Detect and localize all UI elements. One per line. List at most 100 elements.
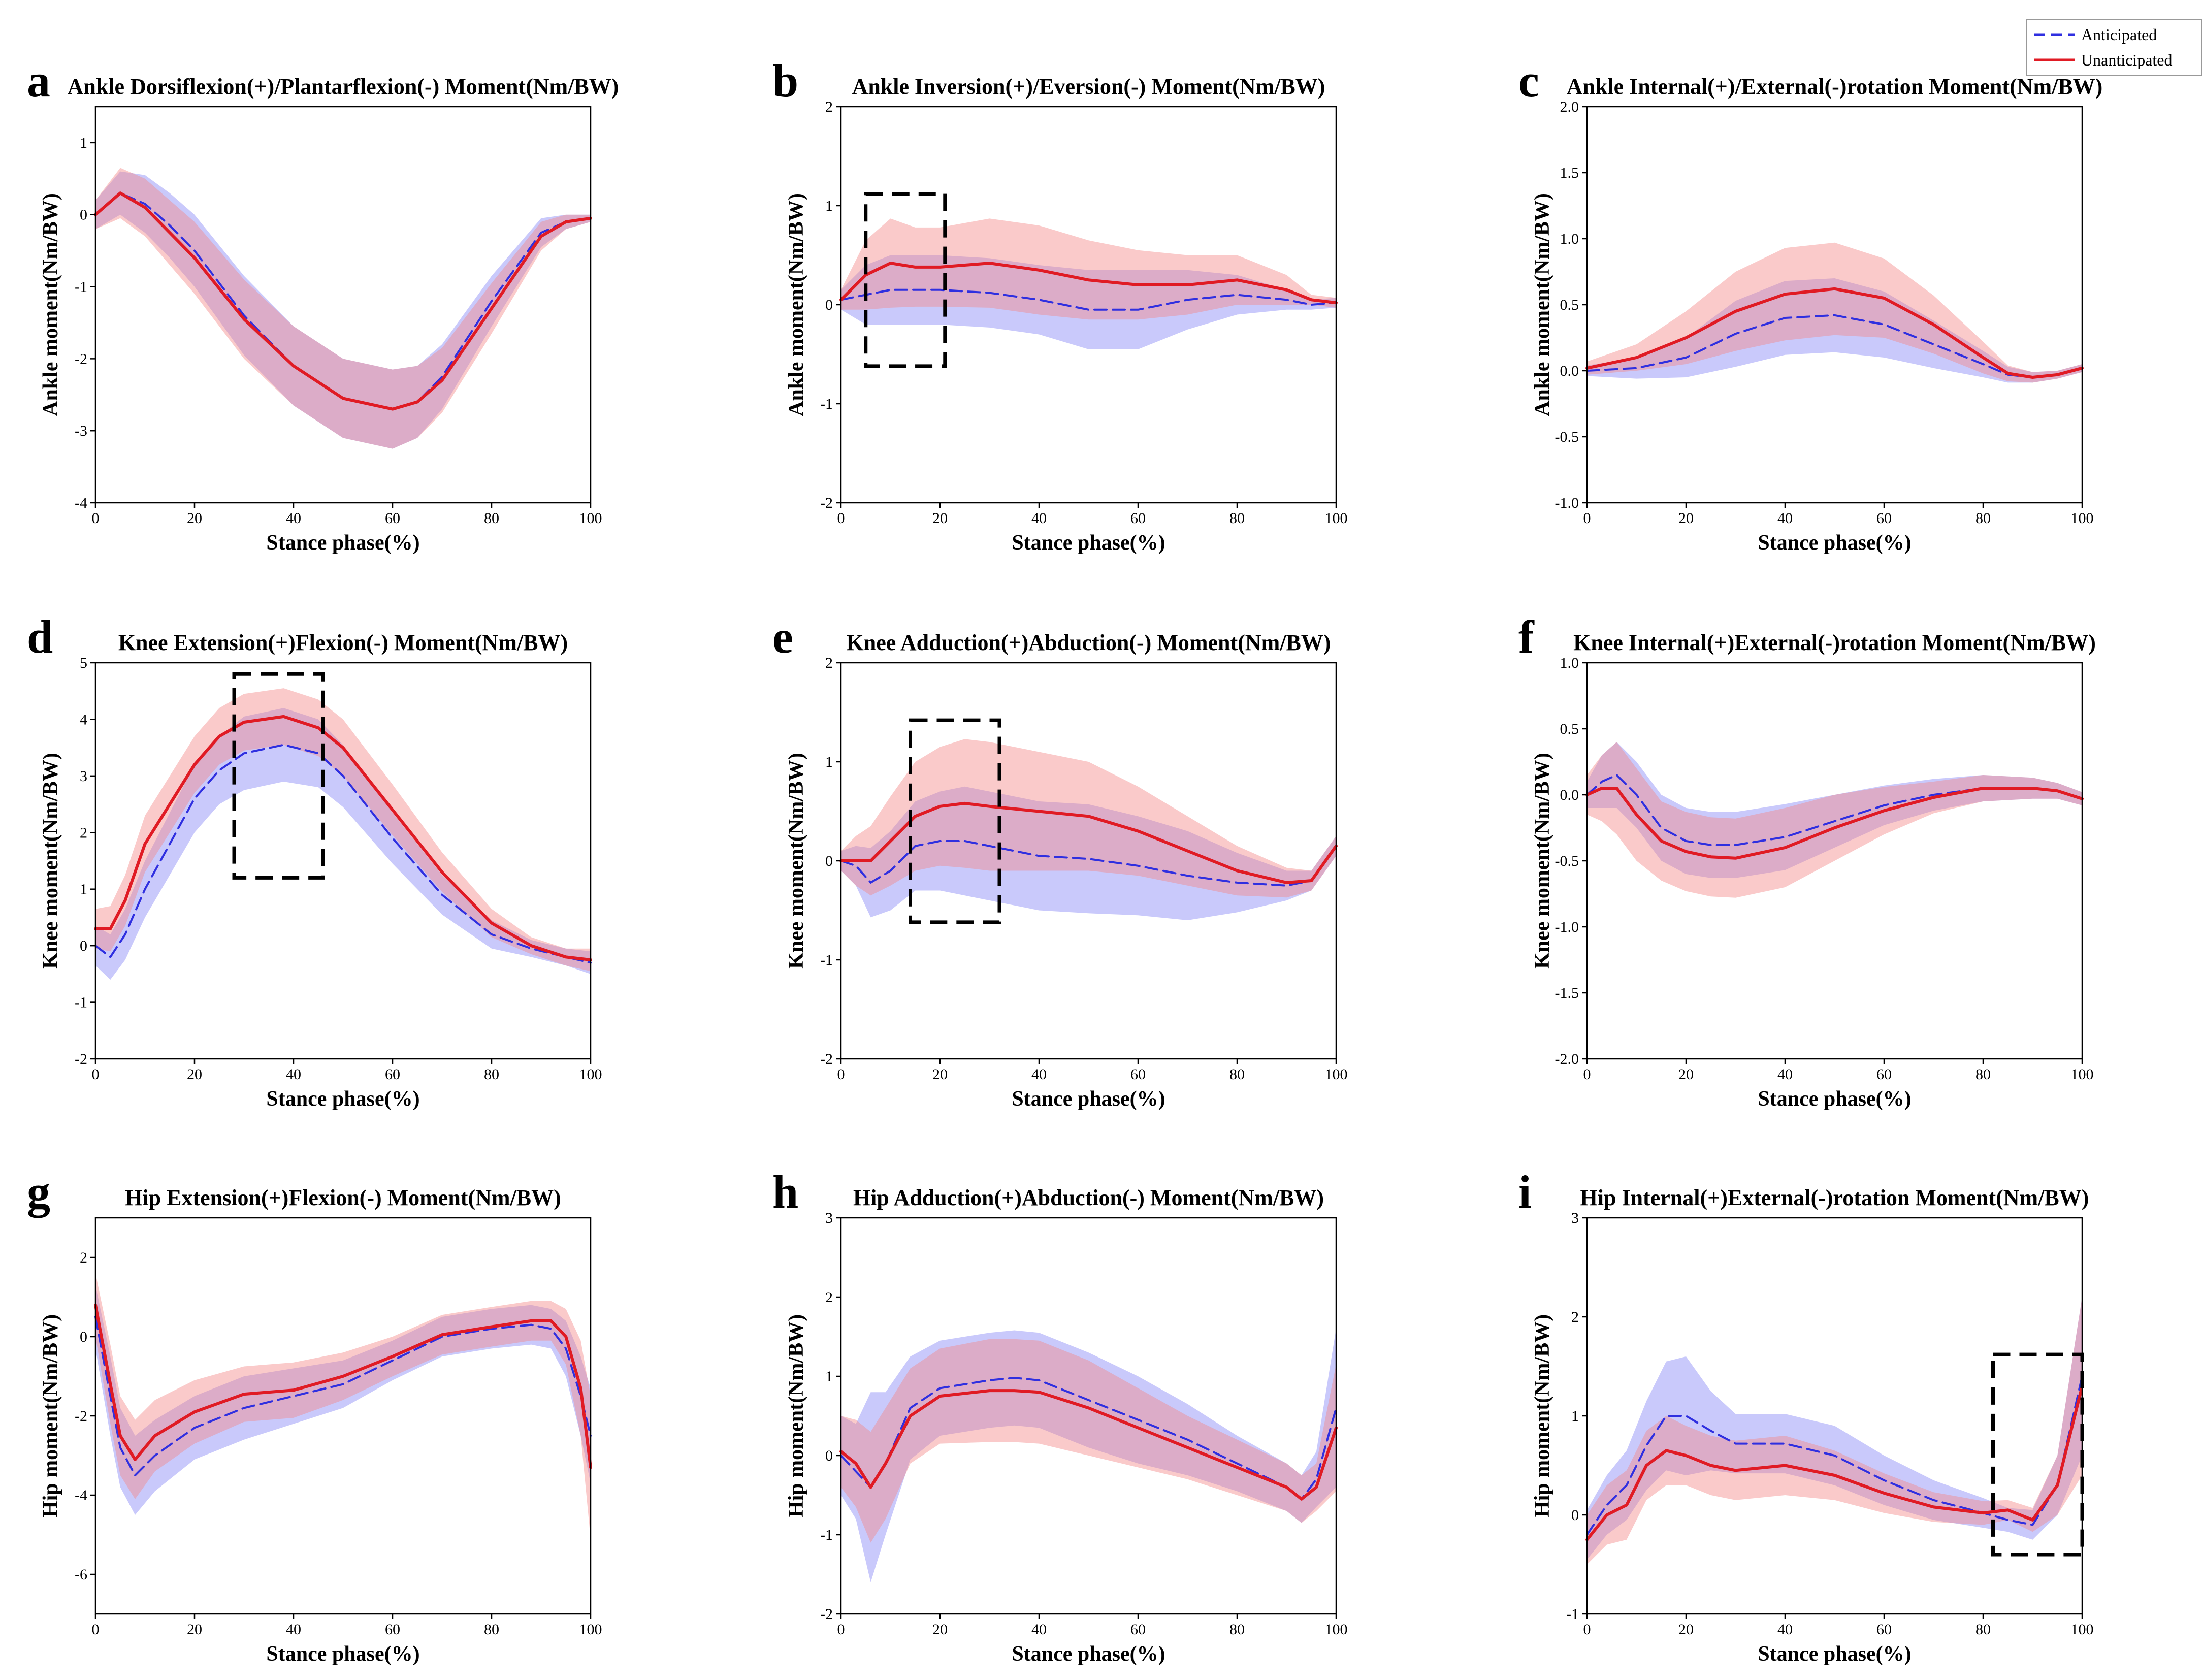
x-axis-label: Stance phase(%) — [1758, 1087, 1911, 1111]
y-tick-label: 2 — [80, 1249, 87, 1266]
x-tick-label: 100 — [1325, 1066, 1348, 1083]
x-tick-label: 80 — [1229, 510, 1245, 527]
y-tick-label: -1 — [820, 1527, 833, 1543]
unanticipated-sd-band — [95, 1273, 591, 1539]
x-tick-label: 40 — [1031, 510, 1047, 527]
y-tick-label: -1.0 — [1555, 495, 1579, 511]
y-tick-label: 2.0 — [1560, 99, 1579, 115]
unanticipated-mean-line — [1585, 787, 2084, 860]
y-tick-label: 2 — [825, 655, 833, 671]
y-tick-label: -2 — [75, 350, 87, 367]
panel-title: Knee Adduction(+)Abduction(-) Moment(Nm/… — [847, 630, 1331, 655]
x-tick-label: 60 — [1876, 1621, 1892, 1638]
anticipated-mean-line — [840, 840, 1337, 887]
x-tick-label: 80 — [1229, 1621, 1245, 1638]
highlight-box — [864, 192, 947, 368]
x-tick-label: 60 — [385, 510, 400, 527]
x-tick-label: 0 — [837, 510, 845, 527]
x-tick-label: 40 — [286, 1066, 301, 1083]
x-axis-label: Stance phase(%) — [1012, 531, 1165, 555]
y-tick-label: 0 — [825, 1447, 833, 1464]
panel-f: 0 20 40 60 80 100 -2.0 -1.5 -1.0 -0.5 0.0 0.5 1.0 Sta… — [1518, 611, 2096, 1111]
y-tick-label: 1.0 — [1560, 231, 1579, 247]
y-axis-label: Knee moment(Nm/BW) — [39, 753, 62, 969]
highlight-box — [232, 672, 325, 880]
legend-anticipated-label: Anticipated — [2081, 25, 2157, 44]
y-tick-label: -2 — [820, 1051, 833, 1068]
highlight-box — [909, 718, 1001, 924]
y-tick-label: -2 — [75, 1051, 87, 1068]
y-tick-label: -4 — [75, 495, 87, 511]
x-tick-label: 20 — [187, 1621, 202, 1638]
panel-a: 0 20 40 60 80 100 -4 -3 -2 -1 0 1 Stance phase(%) Ank… — [27, 55, 619, 555]
y-tick-label: -4 — [75, 1487, 87, 1504]
x-tick-label: 0 — [92, 1066, 100, 1083]
unanticipated-mean-line — [94, 191, 592, 411]
panel-letter: e — [772, 611, 793, 663]
y-tick-label: 1 — [825, 754, 833, 770]
x-axis-label: Stance phase(%) — [1758, 1642, 1911, 1666]
panel-c: 0 20 40 60 80 100 -1.0 -0.5 0.0 0.5 1.0 1.5 2.0 Stanc… — [1518, 55, 2102, 555]
y-axis-label: Hip moment(Nm/BW) — [1531, 1314, 1554, 1517]
y-tick-label: 1 — [825, 1368, 833, 1385]
y-tick-label: 0 — [825, 297, 833, 313]
y-tick-label: 0 — [1571, 1507, 1579, 1524]
y-tick-label: 0.5 — [1560, 297, 1579, 313]
panel-letter: d — [27, 611, 53, 663]
y-tick-label: 2 — [825, 1289, 833, 1306]
y-tick-label: -6 — [75, 1566, 87, 1583]
y-tick-label: 0.5 — [1560, 721, 1579, 737]
x-tick-label: 100 — [1325, 510, 1348, 527]
anticipated-sd-band — [1587, 1297, 2082, 1560]
y-tick-label: 3 — [1571, 1210, 1579, 1226]
x-tick-label: 60 — [1876, 1066, 1892, 1083]
panel-letter: c — [1518, 55, 1539, 107]
unanticipated-mean-line — [94, 1303, 592, 1469]
y-tick-label: -3 — [75, 423, 87, 439]
unanticipated-sd-band — [95, 688, 591, 972]
unanticipated-sd-band — [1587, 1297, 2082, 1565]
panel-h: 0 20 40 60 80 100 -2 -1 0 1 2 3 Stance phase(%) Hip m… — [772, 1166, 1348, 1666]
x-tick-label: 40 — [1777, 1066, 1793, 1083]
panel-letter: h — [772, 1166, 798, 1218]
y-axis-label: Ankle moment(Nm/BW) — [39, 193, 62, 416]
y-tick-label: 4 — [80, 711, 87, 728]
panel-title: Hip Extension(+)Flexion(-) Moment(Nm/BW) — [125, 1185, 561, 1210]
x-tick-label: 40 — [1031, 1066, 1047, 1083]
y-axis-label: Ankle moment(Nm/BW) — [1531, 193, 1554, 416]
legend-unanticipated-label: Unanticipated — [2081, 51, 2172, 69]
anticipated-sd-band — [841, 255, 1336, 349]
panel-letter: a — [27, 55, 50, 107]
y-axis-label: Ankle moment(Nm/BW) — [785, 193, 808, 416]
panel-title: Knee Extension(+)Flexion(-) Moment(Nm/BW… — [118, 630, 568, 655]
x-tick-label: 100 — [579, 1621, 602, 1638]
x-tick-label: 80 — [484, 510, 499, 527]
x-tick-label: 20 — [187, 510, 202, 527]
legend: Anticipated Unanticipated — [2026, 19, 2202, 76]
x-tick-label: 100 — [1325, 1621, 1348, 1638]
y-tick-label: 2 — [825, 99, 833, 115]
plot-frame — [840, 1217, 1337, 1615]
x-axis-label: Stance phase(%) — [1012, 1642, 1165, 1666]
y-tick-label: 0 — [80, 1329, 87, 1345]
x-tick-label: 0 — [837, 1621, 845, 1638]
panel-letter: i — [1518, 1166, 1532, 1218]
x-axis-label: Stance phase(%) — [1758, 531, 1911, 555]
y-tick-label: -1 — [1566, 1606, 1579, 1623]
x-tick-label: 20 — [1678, 1621, 1694, 1638]
x-axis-label: Stance phase(%) — [266, 531, 419, 555]
unanticipated-sd-band — [1587, 242, 2082, 383]
x-tick-label: 20 — [187, 1066, 202, 1083]
y-tick-label: -2 — [75, 1408, 87, 1425]
unanticipated-mean-line — [839, 1389, 1338, 1501]
x-axis-label: Stance phase(%) — [1012, 1087, 1165, 1111]
unanticipated-mean-line — [839, 262, 1338, 305]
unanticipated-sd-band — [1587, 742, 2082, 898]
x-tick-label: 0 — [837, 1066, 845, 1083]
x-tick-label: 100 — [2071, 1621, 2094, 1638]
panel-title: Ankle Dorsiflexion(+)/Plantarflexion(-) … — [68, 74, 619, 99]
x-tick-label: 100 — [2071, 1066, 2094, 1083]
plot-frame — [94, 662, 592, 1060]
